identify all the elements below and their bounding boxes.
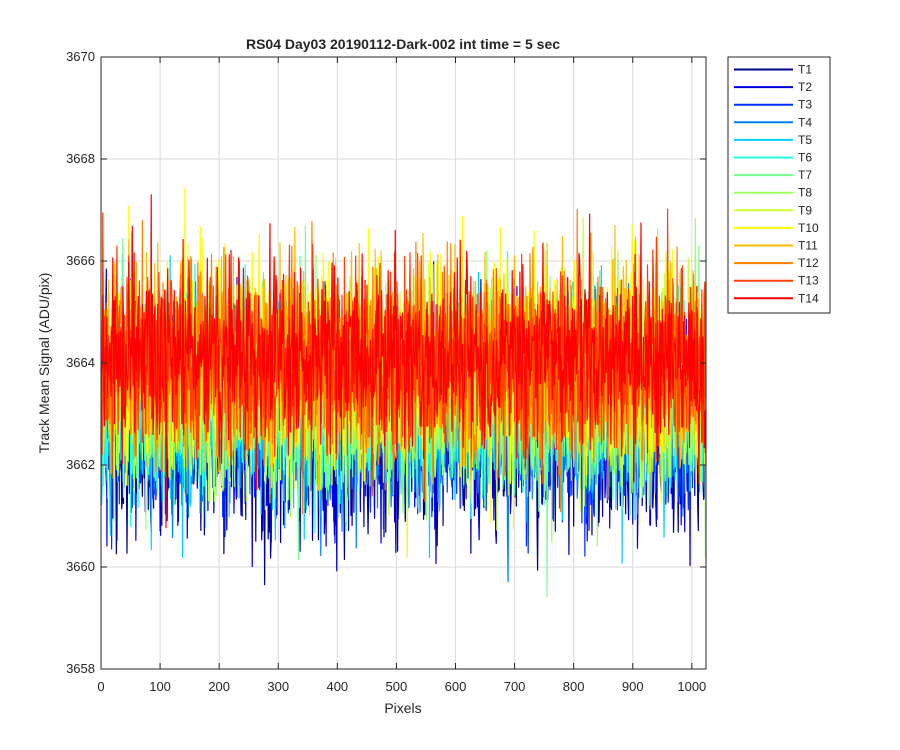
x-tick-label: 1000 [677,679,706,694]
legend-label-t1: T1 [798,63,812,77]
x-tick-label: 400 [326,679,348,694]
y-tick-label: 3664 [66,355,95,370]
legend-label-t10: T10 [798,221,819,235]
chart-title: RS04 Day03 20190112-Dark-002 int time = … [246,36,560,52]
y-tick-label: 3668 [66,151,95,166]
x-axis-label: Pixels [384,700,421,716]
x-tick-label: 900 [622,679,644,694]
x-tick-label: 500 [386,679,408,694]
legend-label-t3: T3 [798,98,812,112]
legend-label-t6: T6 [798,151,812,165]
legend-label-t11: T11 [798,239,818,253]
series-line-t14 [101,194,706,529]
legend-label-t4: T4 [798,115,812,129]
x-tick-label: 100 [149,679,171,694]
legend: T1 T2 T3 T4 T5 T6 T7 T8 T9 T10 T11 T12 T13 T14 [727,56,831,314]
legend-box [727,56,831,314]
legend-label-t8: T8 [798,186,812,200]
axis-ticks: 0 100 200 300 400 500 600 700 800 900 1000 3658 3660… [66,49,706,694]
x-tick-label: 0 [97,679,104,694]
y-tick-label: 3666 [66,253,95,268]
legend-label-t14: T14 [798,291,819,305]
data-series-group [101,187,706,598]
y-axis-label: Track Mean Signal (ADU/pix) [36,273,52,454]
legend-label-t5: T5 [798,133,812,147]
legend-label-t7: T7 [798,168,812,182]
x-tick-label: 700 [504,679,526,694]
legend-label-t12: T12 [798,256,819,270]
legend-label-t2: T2 [798,80,812,94]
legend-label-t13: T13 [798,274,819,288]
y-tick-label: 3662 [66,457,95,472]
y-tick-label: 3670 [66,49,95,64]
x-tick-label: 300 [267,679,289,694]
x-tick-label: 800 [563,679,585,694]
y-tick-label: 3660 [66,559,95,574]
x-tick-label: 600 [445,679,467,694]
y-tick-label: 3658 [66,661,95,676]
legend-label-t9: T9 [798,203,812,217]
x-tick-label: 200 [208,679,230,694]
